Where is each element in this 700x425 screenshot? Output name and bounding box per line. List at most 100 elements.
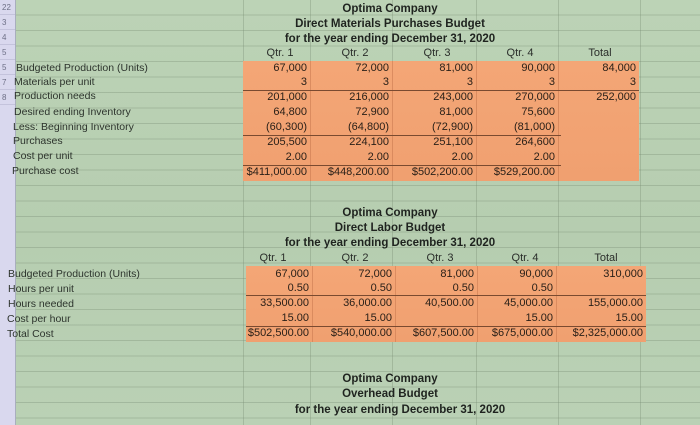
row-label: Materials per unit (14, 76, 95, 88)
materials-cell[interactable]: $411,000.00 (246, 166, 307, 178)
labor-cell[interactable]: 33,500.00 (260, 297, 309, 309)
subtotal-rule (246, 295, 646, 296)
labor-budget-title: Direct Labor Budget (334, 222, 446, 234)
materials-cell[interactable]: 90,000 (521, 62, 555, 74)
materials-cell[interactable]: 64,800 (273, 106, 307, 118)
labor-cell[interactable]: 310,000 (603, 268, 643, 280)
labor-cell[interactable]: $607,500.00 (412, 327, 474, 339)
subtotal-rule (243, 90, 639, 91)
materials-cell[interactable]: 72,000 (355, 62, 389, 74)
labor-cell[interactable]: 0.50 (287, 282, 309, 294)
labor-cell[interactable]: 36,000.00 (343, 297, 392, 309)
materials-cell[interactable]: 252,000 (596, 91, 636, 103)
labor-cell[interactable]: 155,000.00 (587, 297, 643, 309)
materials-cell[interactable]: 201,000 (267, 91, 307, 103)
labor-cell[interactable]: 72,000 (358, 268, 392, 280)
materials-cell[interactable]: 67,000 (273, 62, 307, 74)
materials-cell[interactable]: 3 (466, 76, 473, 88)
labor-cell[interactable]: $675,000.00 (491, 327, 553, 339)
materials-col-qtr4: Qtr. 4 (506, 47, 534, 59)
row-label: Hours needed (8, 298, 74, 310)
materials-cell[interactable]: 2.00 (367, 151, 389, 163)
labor-cell[interactable]: 40,500.00 (425, 297, 474, 309)
row-number[interactable]: 5 (0, 45, 15, 60)
materials-cell[interactable]: (60,300) (266, 121, 307, 133)
materials-cell[interactable]: $502,200.00 (411, 166, 473, 178)
materials-cell[interactable]: (81,000) (514, 121, 555, 133)
materials-company-title: Optima Company (342, 3, 438, 15)
labor-col-qtr3: Qtr. 3 (426, 252, 454, 264)
materials-cell[interactable]: 2.00 (451, 151, 473, 163)
labor-cell[interactable]: 15.00 (281, 312, 309, 324)
cell-divider (312, 266, 313, 342)
materials-cell[interactable]: 75,600 (521, 106, 555, 118)
materials-cell[interactable]: 3 (382, 76, 389, 88)
materials-cell[interactable]: 81,000 (439, 62, 473, 74)
column-divider (310, 0, 311, 425)
materials-cell[interactable]: (72,900) (432, 121, 473, 133)
labor-cell[interactable]: 15.00 (615, 312, 643, 324)
row-number[interactable]: 4 (0, 30, 15, 45)
labor-cell[interactable]: 15.00 (364, 312, 392, 324)
materials-cell[interactable]: 205,500 (267, 136, 307, 148)
labor-cell[interactable]: 0.50 (452, 282, 474, 294)
materials-cell[interactable]: 84,000 (602, 62, 636, 74)
materials-cell[interactable]: 270,000 (515, 91, 555, 103)
materials-cell[interactable]: 2.00 (285, 151, 307, 163)
labor-col-qtr2: Qtr. 2 (341, 252, 369, 264)
row-label: Total Cost (7, 328, 54, 340)
materials-col-qtr3: Qtr. 3 (423, 47, 451, 59)
materials-col-qtr1: Qtr. 1 (266, 47, 294, 59)
materials-cell[interactable]: 224,100 (349, 136, 389, 148)
overhead-company-title: Optima Company (342, 373, 438, 385)
labor-cell[interactable]: 0.50 (531, 282, 553, 294)
labor-cell[interactable]: 45,000.00 (504, 297, 553, 309)
labor-cell[interactable]: 90,000 (519, 268, 553, 280)
cell-divider (392, 61, 393, 181)
materials-cell[interactable]: 2.00 (533, 151, 555, 163)
labor-cell[interactable]: 0.50 (370, 282, 392, 294)
materials-cell[interactable]: 72,900 (355, 106, 389, 118)
materials-cell[interactable]: $529,200.00 (493, 166, 555, 178)
subtotal-rule (246, 326, 646, 327)
labor-cell[interactable]: 67,000 (275, 268, 309, 280)
row-label: Budgeted Production (Units) (8, 268, 140, 280)
row-number[interactable]: 8 (0, 90, 15, 105)
materials-cell[interactable]: 243,000 (433, 91, 473, 103)
materials-cell[interactable]: 81,000 (439, 106, 473, 118)
materials-cell[interactable]: 264,600 (515, 136, 555, 148)
labor-cell[interactable] (395, 311, 474, 326)
row-number[interactable]: 5 (0, 60, 15, 75)
materials-col-qtr2: Qtr. 2 (341, 47, 369, 59)
row-label: Budgeted Production (Units) (16, 62, 148, 74)
overhead-budget-title: Overhead Budget (342, 388, 438, 400)
subtotal-rule (243, 135, 561, 136)
cell-divider (476, 61, 477, 181)
labor-cell[interactable]: 81,000 (440, 268, 474, 280)
materials-budget-period: for the year ending December 31, 2020 (284, 33, 496, 45)
materials-cell[interactable]: 251,100 (433, 136, 473, 148)
row-number[interactable]: 22 (0, 0, 15, 15)
labor-cell[interactable]: $2,325,000.00 (572, 327, 643, 339)
row-label: Production needs (14, 90, 96, 102)
row-label: Hours per unit (8, 283, 74, 295)
row-number[interactable]: 3 (0, 15, 15, 30)
materials-cell[interactable]: 3 (629, 76, 636, 88)
column-divider (392, 0, 393, 425)
materials-cell[interactable]: 3 (300, 76, 307, 88)
materials-cell[interactable]: (64,800) (348, 121, 389, 133)
materials-cell[interactable]: 216,000 (349, 91, 389, 103)
materials-cell[interactable]: $448,200.00 (327, 166, 389, 178)
column-divider (558, 0, 559, 425)
materials-highlight-range (243, 61, 639, 181)
labor-cell[interactable]: 15.00 (525, 312, 553, 324)
materials-cell[interactable]: 3 (548, 76, 555, 88)
row-number[interactable]: 7 (0, 75, 15, 90)
labor-cell[interactable]: $540,000.00 (330, 327, 392, 339)
column-divider (243, 0, 244, 425)
labor-cell[interactable]: $502,500.00 (247, 327, 309, 339)
labor-company-title: Optima Company (342, 207, 438, 219)
cell-divider (477, 266, 478, 342)
overhead-budget-period: for the year ending December 31, 2020 (294, 404, 506, 416)
column-divider (476, 0, 477, 425)
